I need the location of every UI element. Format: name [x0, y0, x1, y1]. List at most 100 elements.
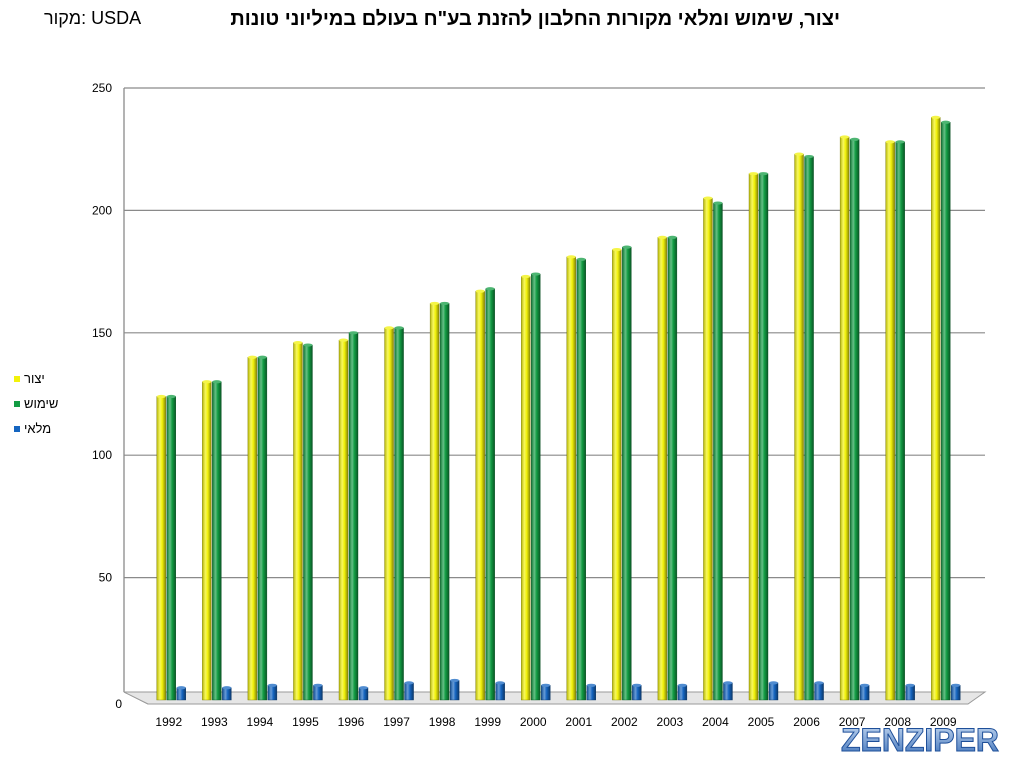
bar-usage-top [713, 201, 723, 205]
bar-usage-top [804, 154, 814, 159]
bar-usage-top [212, 380, 222, 384]
bar-stock-top [222, 686, 232, 690]
x-tick-label: 1997 [383, 715, 410, 729]
x-tick-label: 1998 [429, 715, 456, 729]
bar-stock-top [541, 683, 551, 687]
bar-usage-top [895, 140, 905, 144]
bar-stock [951, 685, 961, 701]
bar-usage [394, 327, 404, 701]
bar-production-top [384, 326, 394, 330]
bar-stock [905, 685, 915, 701]
bar-usage-top [576, 257, 586, 261]
bar-production-top [931, 115, 941, 119]
bar-stock [632, 685, 642, 701]
x-tick-label: 2001 [565, 715, 592, 729]
bar-stock [541, 685, 551, 701]
bar-stock-top [951, 683, 961, 687]
bar-production [247, 357, 258, 701]
legend-swatch-stock [14, 425, 20, 432]
bar-stock [677, 685, 688, 701]
x-tick-label: 1999 [474, 715, 501, 729]
bar-usage-top [303, 343, 313, 347]
x-tick-label: 2009 [930, 715, 957, 729]
bar-usage-top [440, 301, 450, 306]
y-tick-label: 100 [92, 448, 112, 462]
x-tick-label: 1992 [155, 715, 182, 729]
bar-production [475, 290, 485, 701]
bar-production [794, 153, 804, 701]
bar-stock-top [404, 681, 414, 685]
bar-stock-top [450, 678, 460, 683]
bar-production-top [202, 380, 212, 384]
bar-production [429, 303, 440, 701]
x-tick-label: 2008 [884, 715, 911, 729]
bar-production [338, 339, 349, 701]
bar-usage-top [622, 245, 632, 249]
bar-production [748, 173, 759, 701]
bar-production-top [293, 340, 303, 345]
bar-production [384, 327, 394, 701]
bar-production [202, 381, 212, 701]
bar-usage [439, 303, 450, 701]
x-tick-label: 1994 [247, 715, 274, 729]
bar-stock-top [313, 683, 323, 687]
bar-production-top [247, 355, 257, 359]
bar-production [885, 141, 895, 701]
x-tick-label: 1996 [338, 715, 365, 729]
bar-production-top [657, 235, 667, 239]
bar-usage [303, 344, 313, 701]
bar-usage-top [166, 394, 176, 399]
bar-production-top [612, 247, 622, 252]
y-tick-label: 150 [92, 326, 112, 340]
bar-usage [758, 173, 769, 701]
bar-production-top [566, 255, 576, 259]
bar-usage [713, 202, 723, 701]
bar-stock [222, 687, 232, 701]
x-tick-label: 1993 [201, 715, 228, 729]
x-tick-label: 2002 [611, 715, 638, 729]
legend-item-stock: מלאי [14, 416, 94, 441]
bar-usage [667, 237, 678, 701]
y-tick-label: 50 [99, 571, 113, 585]
bar-usage [348, 332, 359, 701]
bar-usage [622, 246, 632, 701]
bar-production [839, 136, 850, 701]
bar-stock-top [677, 683, 687, 687]
bar-usage-top [759, 172, 768, 176]
bar-stock [404, 682, 414, 701]
legend-label-usage: שימוש [24, 396, 59, 411]
legend-swatch-production [14, 375, 20, 382]
bar-stock [495, 682, 505, 701]
bar-production-top [475, 289, 485, 293]
y-tick-label: 200 [92, 203, 112, 217]
bar-production [156, 396, 166, 701]
y-tick-label: 250 [92, 81, 112, 95]
bar-stock [814, 682, 824, 701]
bar-stock-top [814, 681, 824, 685]
legend: יצור שימוש מלאי [14, 366, 94, 441]
bar-production-top [840, 135, 850, 139]
bar-stock [768, 682, 779, 701]
bar-stock-top [769, 681, 778, 685]
bar-usage-top [531, 272, 541, 276]
bar-usage [849, 139, 860, 701]
legend-label-stock: מלאי [24, 421, 52, 436]
bar-production [293, 342, 303, 701]
bar-production [566, 256, 576, 701]
bar-usage [804, 156, 814, 701]
bar-production-top [885, 140, 895, 144]
bar-usage [531, 273, 541, 701]
bar-stock-top [267, 683, 277, 687]
bar-production-top [749, 172, 758, 176]
bar-stock-top [723, 681, 733, 685]
x-tick-label: 2005 [748, 715, 775, 729]
bar-production-top [156, 394, 166, 399]
bar-production-top [339, 338, 348, 342]
bar-usage-top [257, 355, 267, 359]
y-tick-label: 0 [115, 697, 122, 711]
bar-stock [313, 685, 323, 701]
bar-usage-top [349, 331, 358, 335]
x-tick-label: 2006 [793, 715, 820, 729]
bar-production-top [430, 301, 440, 306]
